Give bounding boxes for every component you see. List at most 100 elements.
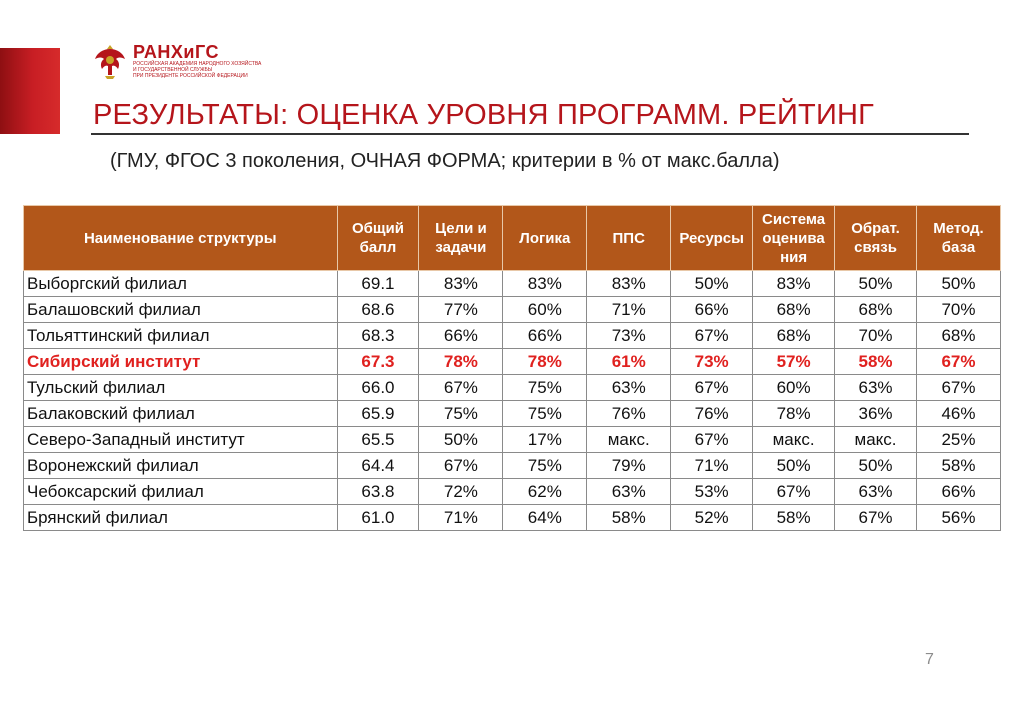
score-cell: 66% xyxy=(670,296,754,323)
logo-name: РАНХиГС xyxy=(133,42,219,62)
column-header-faculty: ППС xyxy=(586,205,672,271)
score-cell: 58% xyxy=(915,452,1002,479)
score-cell: 63% xyxy=(586,374,672,401)
slide-title: РЕЗУЛЬТАТЫ: ОЦЕНКА УРОВНЯ ПРОГРАММ. РЕЙТ… xyxy=(93,99,875,131)
structure-name-cell: Чебоксарский филиал xyxy=(23,478,338,505)
score-cell: макс. xyxy=(586,426,672,453)
score-cell: 61.0 xyxy=(336,504,420,531)
score-cell: 68% xyxy=(834,296,917,323)
score-cell: 67% xyxy=(752,478,836,505)
decorative-red-bar xyxy=(0,48,60,134)
table-row: Брянский филиал 61.0 71% 64% 58% 52% 58% 67% 56% xyxy=(23,504,1002,531)
column-header-methodical-base: Метод. база xyxy=(915,205,1002,271)
score-cell: 63% xyxy=(834,374,917,401)
structure-name-cell: Брянский филиал xyxy=(23,504,338,531)
score-cell: 63% xyxy=(586,478,672,505)
score-cell: 67% xyxy=(670,426,754,453)
score-cell: макс. xyxy=(834,426,917,453)
score-cell: 63% xyxy=(834,478,917,505)
score-cell: 64.4 xyxy=(336,452,420,479)
score-cell: 50% xyxy=(915,270,1002,297)
column-header-total-score: Общий балл xyxy=(336,205,420,271)
column-header-resources: Ресурсы xyxy=(670,205,754,271)
score-cell: 71% xyxy=(586,296,672,323)
table-row: Выборгский филиал 69.1 83% 83% 83% 50% 83% 50% 5… xyxy=(23,270,1002,297)
score-cell: 78% xyxy=(418,348,504,375)
score-cell: 73% xyxy=(586,322,672,349)
score-cell: 75% xyxy=(502,400,588,427)
score-cell: 65.9 xyxy=(336,400,420,427)
score-cell: 64% xyxy=(502,504,588,531)
score-cell: 67% xyxy=(915,348,1002,375)
title-divider xyxy=(91,133,969,135)
score-cell: 73% xyxy=(670,348,754,375)
score-cell: 69.1 xyxy=(336,270,420,297)
score-cell: 46% xyxy=(915,400,1002,427)
score-cell: 67% xyxy=(670,322,754,349)
score-cell: макс. xyxy=(752,426,836,453)
score-cell: 53% xyxy=(670,478,754,505)
structure-name-cell: Тольяттинский филиал xyxy=(23,322,338,349)
score-cell: 79% xyxy=(586,452,672,479)
column-header-structure: Наименование структуры xyxy=(23,205,338,271)
score-cell: 67.3 xyxy=(336,348,420,375)
score-cell: 70% xyxy=(834,322,917,349)
score-cell: 36% xyxy=(834,400,917,427)
table-row: Сибирский институт 67.3 78% 78% 61% 73% 57% 58%… xyxy=(23,348,1002,375)
score-cell: 65.5 xyxy=(336,426,420,453)
structure-name-cell: Балашовский филиал xyxy=(23,296,338,323)
score-cell: 58% xyxy=(752,504,836,531)
slide-subtitle: (ГМУ, ФГОС 3 поколения, ОЧНАЯ ФОРМА; кри… xyxy=(110,150,780,172)
score-cell: 63.8 xyxy=(336,478,420,505)
score-cell: 58% xyxy=(586,504,672,531)
score-cell: 83% xyxy=(502,270,588,297)
score-cell: 68.6 xyxy=(336,296,420,323)
score-cell: 17% xyxy=(502,426,588,453)
score-cell: 50% xyxy=(670,270,754,297)
score-cell: 76% xyxy=(670,400,754,427)
ranepa-logo: РАНХиГС Российская академия народного хо… xyxy=(93,42,262,80)
score-cell: 67% xyxy=(915,374,1002,401)
score-cell: 67% xyxy=(418,374,504,401)
score-cell: 68% xyxy=(752,322,836,349)
score-cell: 71% xyxy=(418,504,504,531)
eagle-emblem-icon xyxy=(95,45,125,79)
page-number: 7 xyxy=(925,651,934,668)
score-cell: 83% xyxy=(418,270,504,297)
structure-name-cell: Тульский филиал xyxy=(23,374,338,401)
score-cell: 71% xyxy=(670,452,754,479)
score-cell: 52% xyxy=(670,504,754,531)
logo-subtitle-line: Российская академия народного хозяйства xyxy=(133,61,262,67)
score-cell: 61% xyxy=(586,348,672,375)
column-header-feedback: Обрат. связь xyxy=(834,205,917,271)
score-cell: 75% xyxy=(502,452,588,479)
column-header-assessment-system: Система оценива ния xyxy=(752,205,836,271)
table-row: Балаковский филиал 65.9 75% 75% 76% 76% 78% 36%… xyxy=(23,400,1002,427)
score-cell: 77% xyxy=(418,296,504,323)
structure-name-cell: Северо-Западный институт xyxy=(23,426,338,453)
score-cell: 66% xyxy=(915,478,1002,505)
score-cell: 60% xyxy=(502,296,588,323)
score-cell: 76% xyxy=(586,400,672,427)
score-cell: 50% xyxy=(834,270,917,297)
score-cell: 72% xyxy=(418,478,504,505)
table-row: Воронежский филиал 64.4 67% 75% 79% 71% 50% 50%… xyxy=(23,452,1002,479)
score-cell: 67% xyxy=(670,374,754,401)
table-row: Балашовский филиал 68.6 77% 60% 71% 66% 68% 68%… xyxy=(23,296,1002,323)
structure-name-cell: Балаковский филиал xyxy=(23,400,338,427)
score-cell: 50% xyxy=(418,426,504,453)
score-cell: 70% xyxy=(915,296,1002,323)
table-row: Северо-Западный институт 65.5 50% 17% макс. 6… xyxy=(23,426,1002,453)
score-cell: 68% xyxy=(752,296,836,323)
structure-name-cell: Сибирский институт xyxy=(23,348,338,375)
score-cell: 67% xyxy=(834,504,917,531)
score-cell: 66.0 xyxy=(336,374,420,401)
table-row: Тульский филиал 66.0 67% 75% 63% 67% 60% 63% 67% xyxy=(23,374,1002,401)
score-cell: 75% xyxy=(502,374,588,401)
score-cell: 50% xyxy=(752,452,836,479)
score-cell: 83% xyxy=(752,270,836,297)
logo-subtitle-line: и государственной службы xyxy=(133,67,213,73)
score-cell: 57% xyxy=(752,348,836,375)
